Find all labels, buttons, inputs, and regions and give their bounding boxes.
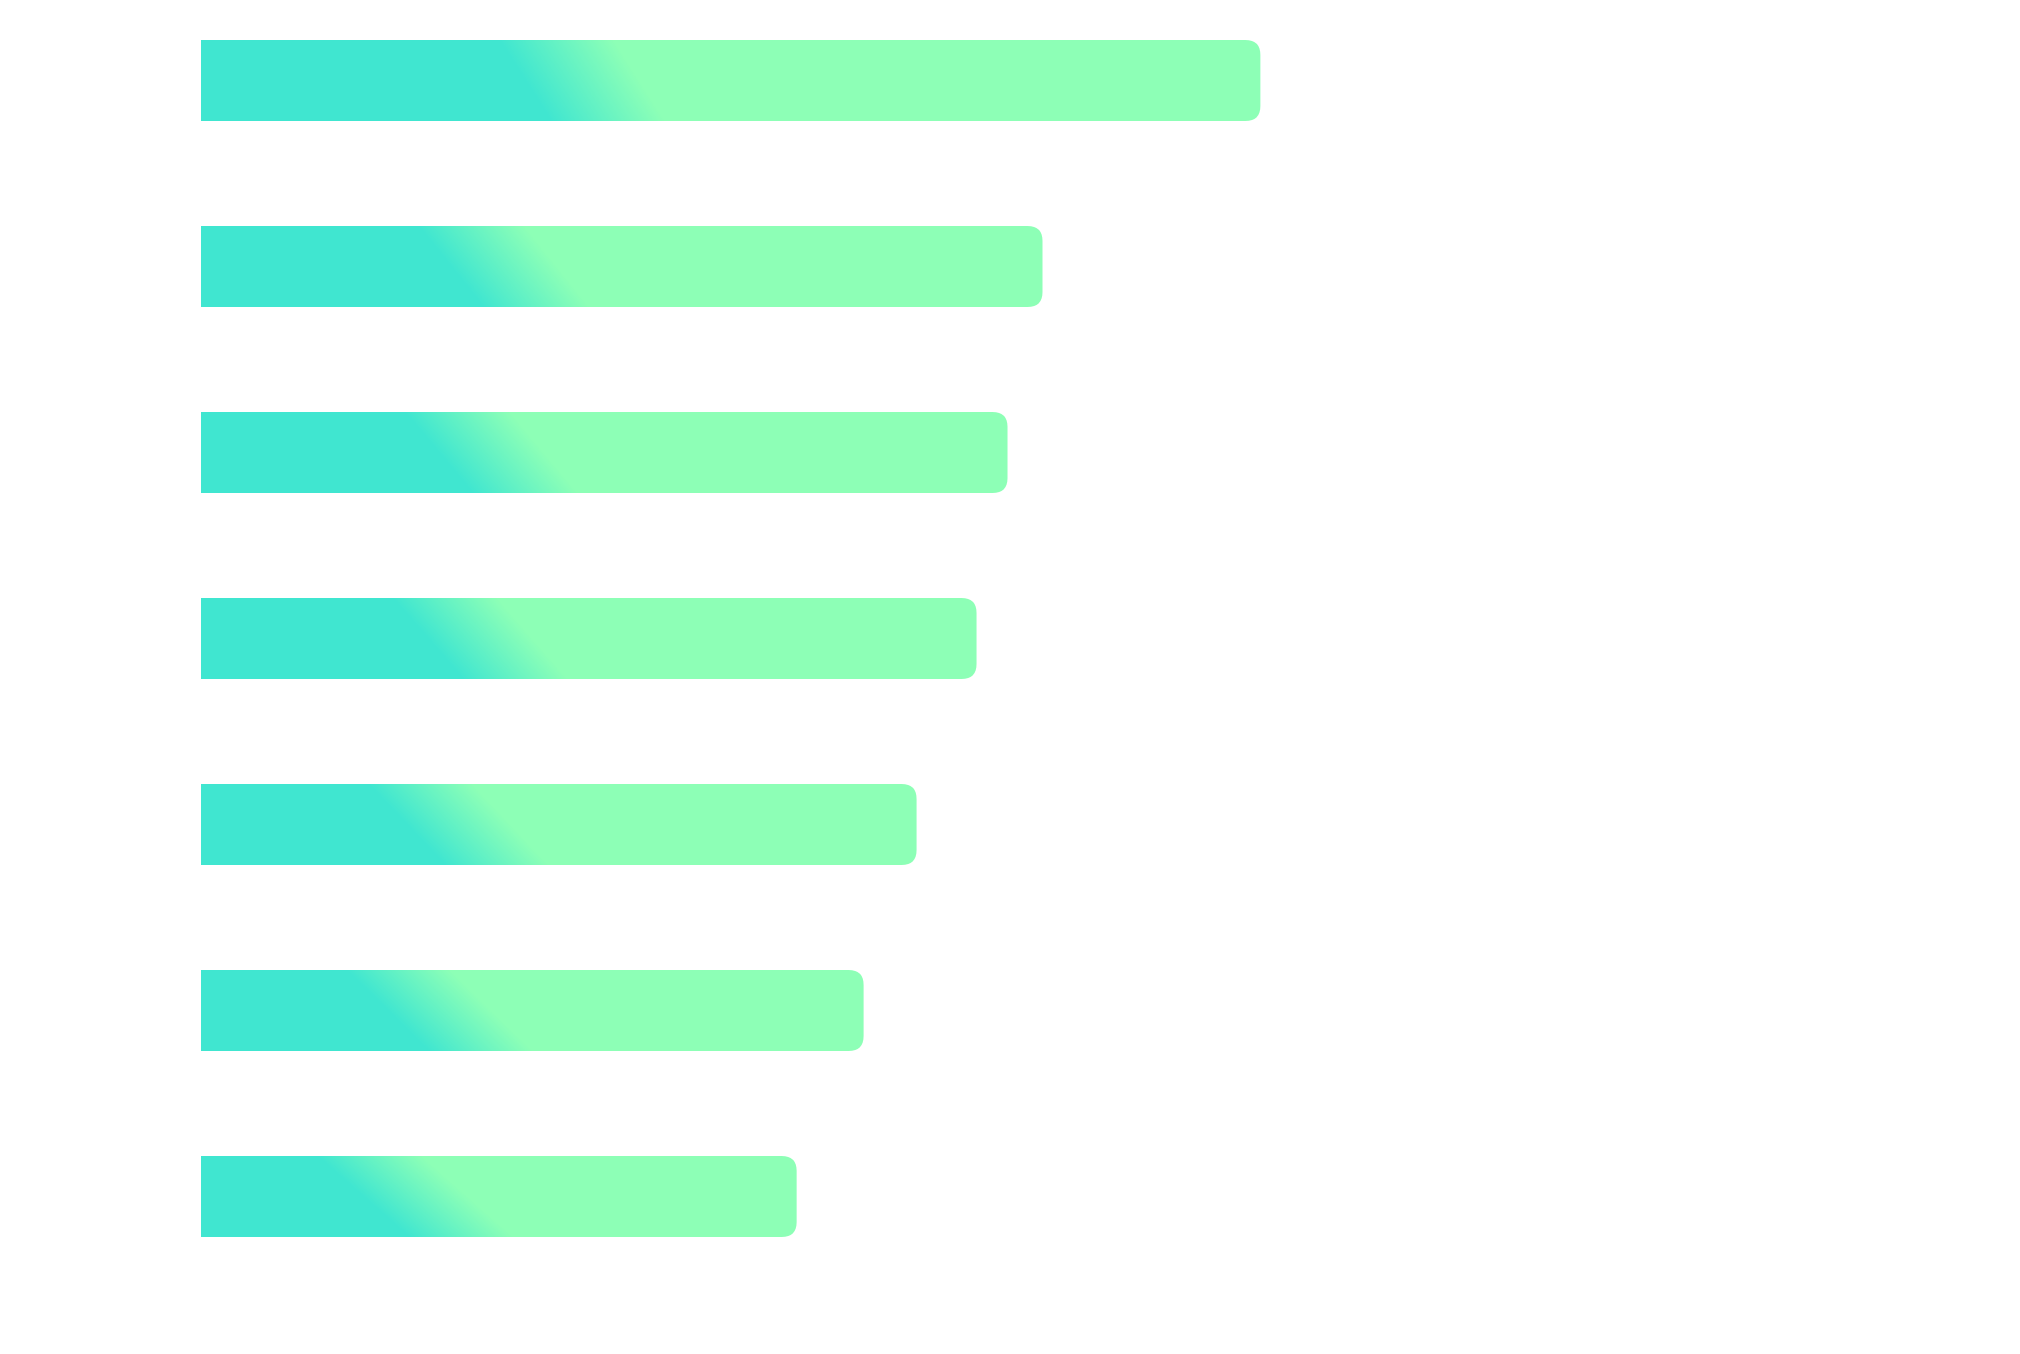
bar-2 bbox=[201, 226, 1043, 307]
bar-7 bbox=[201, 1156, 797, 1237]
bar-5 bbox=[201, 784, 917, 865]
bars-group bbox=[201, 40, 1261, 1237]
bar-4 bbox=[201, 598, 977, 679]
bar-6 bbox=[201, 970, 864, 1051]
bar-1 bbox=[201, 40, 1261, 121]
bar-3 bbox=[201, 412, 1008, 493]
